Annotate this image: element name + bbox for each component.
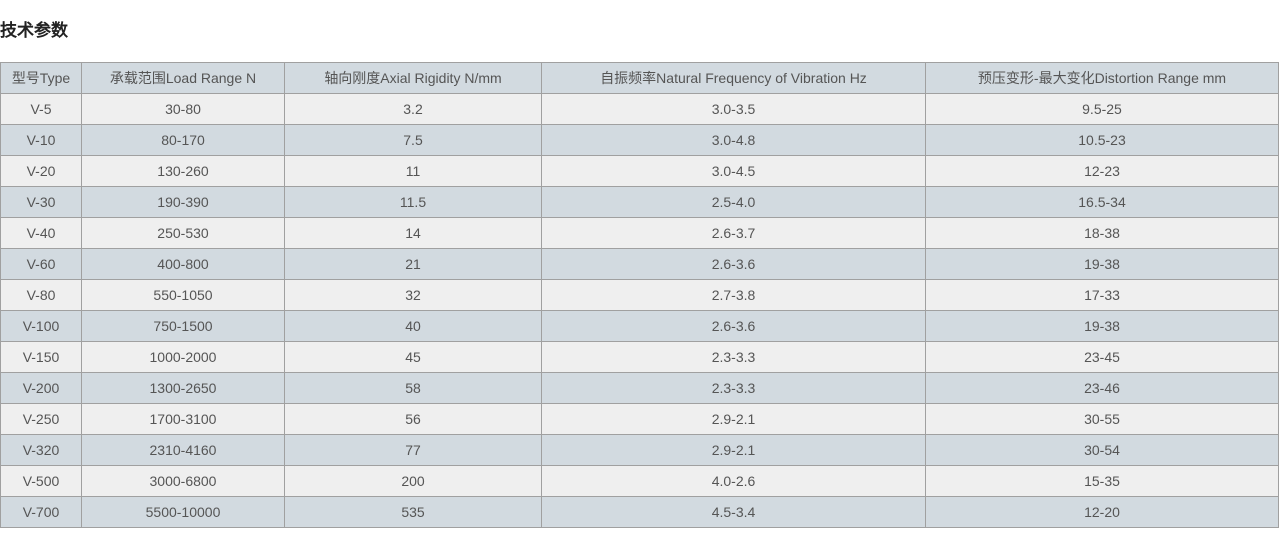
table-row: V-40 250-530 14 2.6-3.7 18-38 [0,217,1279,249]
table-cell: 19-38 [925,248,1279,280]
table-cell: 2.6-3.7 [541,217,926,249]
table-cell: 2.9-2.1 [541,434,926,466]
table-cell: 1300-2650 [81,372,285,404]
table-cell: 2.3-3.3 [541,341,926,373]
table-cell: 130-260 [81,155,285,187]
table-cell: 2.3-3.3 [541,372,926,404]
table-cell: 19-38 [925,310,1279,342]
column-header: 承载范围Load Range N [81,62,285,94]
header-row: 型号Type 承载范围Load Range N 轴向刚度Axial Rigidity… [0,62,1279,94]
table-cell: 9.5-25 [925,93,1279,125]
table-cell: V-700 [0,496,82,528]
table-cell: V-40 [0,217,82,249]
table-cell: V-30 [0,186,82,218]
table-cell: 3.0-4.8 [541,124,926,156]
table-cell: 45 [284,341,542,373]
table-cell: V-5 [0,93,82,125]
table-cell: 3.0-4.5 [541,155,926,187]
table-row: V-30 190-390 11.5 2.5-4.0 16.5-34 [0,186,1279,218]
table-cell: 23-46 [925,372,1279,404]
table-cell: 15-35 [925,465,1279,497]
spec-table: 型号Type 承载范围Load Range N 轴向刚度Axial Rigidity… [0,62,1279,528]
table-row: V-700 5500-10000 535 4.5-3.4 12-20 [0,496,1279,528]
table-cell: 77 [284,434,542,466]
table-cell: 2310-4160 [81,434,285,466]
table-cell: 58 [284,372,542,404]
table-cell: 1000-2000 [81,341,285,373]
table-cell: 3.2 [284,93,542,125]
table-cell: 3000-6800 [81,465,285,497]
column-header: 型号Type [0,62,82,94]
table-row: V-60 400-800 21 2.6-3.6 19-38 [0,248,1279,280]
table-row: V-100 750-1500 40 2.6-3.6 19-38 [0,310,1279,342]
table-cell: V-100 [0,310,82,342]
table-cell: V-320 [0,434,82,466]
table-cell: 2.5-4.0 [541,186,926,218]
table-row: V-10 80-170 7.5 3.0-4.8 10.5-23 [0,124,1279,156]
table-cell: 5500-10000 [81,496,285,528]
table-cell: V-10 [0,124,82,156]
table-cell: 750-1500 [81,310,285,342]
table-cell: V-150 [0,341,82,373]
table-cell: 23-45 [925,341,1279,373]
column-header: 轴向刚度Axial Rigidity N/mm [284,62,542,94]
table-cell: 200 [284,465,542,497]
table-cell: 7.5 [284,124,542,156]
table-cell: V-60 [0,248,82,280]
table-cell: 18-38 [925,217,1279,249]
table-cell: 3.0-3.5 [541,93,926,125]
table-cell: 250-530 [81,217,285,249]
table-cell: V-20 [0,155,82,187]
table-cell: 16.5-34 [925,186,1279,218]
table-cell: 400-800 [81,248,285,280]
table-cell: 56 [284,403,542,435]
table-cell: 30-54 [925,434,1279,466]
table-cell: V-80 [0,279,82,311]
table-cell: 2.6-3.6 [541,310,926,342]
table-row: V-500 3000-6800 200 4.0-2.6 15-35 [0,465,1279,497]
table-cell: 190-390 [81,186,285,218]
table-cell: 4.0-2.6 [541,465,926,497]
table-cell: 12-23 [925,155,1279,187]
table-cell: 17-33 [925,279,1279,311]
column-header: 自振频率Natural Frequency of Vibration Hz [541,62,926,94]
table-row: V-150 1000-2000 45 2.3-3.3 23-45 [0,341,1279,373]
table-cell: 80-170 [81,124,285,156]
table-cell: 550-1050 [81,279,285,311]
table-row: V-80 550-1050 32 2.7-3.8 17-33 [0,279,1279,311]
table-cell: 10.5-23 [925,124,1279,156]
table-cell: 11 [284,155,542,187]
table-cell: 21 [284,248,542,280]
table-cell: V-200 [0,372,82,404]
table-cell: 40 [284,310,542,342]
table-cell: 2.7-3.8 [541,279,926,311]
table-cell: 4.5-3.4 [541,496,926,528]
table-cell: 1700-3100 [81,403,285,435]
table-cell: 2.6-3.6 [541,248,926,280]
table-row: V-320 2310-4160 77 2.9-2.1 30-54 [0,434,1279,466]
table-row: V-200 1300-2650 58 2.3-3.3 23-46 [0,372,1279,404]
table-cell: 30-80 [81,93,285,125]
table-cell: 11.5 [284,186,542,218]
table-cell: 14 [284,217,542,249]
table-cell: 32 [284,279,542,311]
table-row: V-250 1700-3100 56 2.9-2.1 30-55 [0,403,1279,435]
table-cell: V-250 [0,403,82,435]
column-header: 预压变形-最大变化Distortion Range mm [925,62,1279,94]
table-cell: 12-20 [925,496,1279,528]
table-cell: V-500 [0,465,82,497]
table-cell: 30-55 [925,403,1279,435]
table-row: V-20 130-260 11 3.0-4.5 12-23 [0,155,1279,187]
section-title: 技术参数 [0,21,68,40]
table-cell: 535 [284,496,542,528]
table-row: V-5 30-80 3.2 3.0-3.5 9.5-25 [0,93,1279,125]
table-cell: 2.9-2.1 [541,403,926,435]
